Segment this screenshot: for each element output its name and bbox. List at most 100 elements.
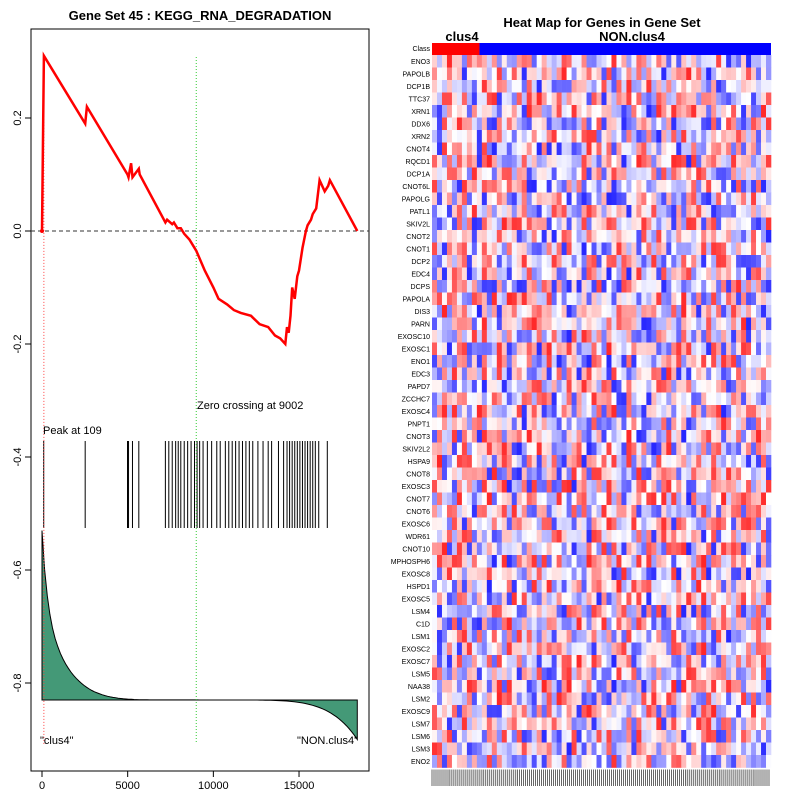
heatmap-cell	[501, 455, 508, 468]
heatmap-cell	[586, 605, 592, 618]
heatmap-cell	[491, 180, 498, 193]
peak-label: Peak at 109	[43, 425, 102, 437]
heatmap-cell	[606, 442, 612, 456]
heatmap-cell	[566, 405, 572, 418]
heatmap-cell	[496, 117, 503, 131]
heatmap-cell	[706, 267, 712, 281]
heatmap-cell	[451, 230, 458, 243]
heatmap-cell	[491, 642, 498, 656]
heatmap-cell	[476, 717, 483, 731]
heatmap-cell	[566, 730, 572, 743]
heatmap-cell	[766, 167, 772, 181]
heatmap-cell	[516, 430, 523, 443]
heatmap-cell	[456, 192, 463, 206]
heatmap-cell	[571, 267, 577, 281]
heatmap-cell	[691, 617, 697, 631]
heatmap-cell	[471, 630, 478, 643]
gene-label: ENO1	[411, 359, 430, 366]
heatmap-cell	[566, 455, 572, 468]
heatmap-cell	[671, 655, 677, 668]
heatmap-cell	[601, 517, 607, 531]
heatmap-cell	[751, 642, 757, 656]
heatmap-row	[432, 592, 772, 606]
heatmap-cell	[436, 55, 443, 68]
heatmap-cell	[451, 355, 458, 368]
heatmap-cell	[561, 255, 567, 268]
heatmap-cell	[446, 642, 453, 656]
heatmap-cell	[711, 192, 717, 206]
heatmap-cell	[561, 230, 567, 243]
heatmap-cell	[611, 242, 617, 256]
heatmap-cell	[616, 530, 622, 543]
heatmap-cell	[731, 667, 737, 681]
heatmap-cell	[726, 492, 732, 506]
heatmap-cell	[511, 467, 518, 481]
heatmap-cell	[741, 217, 747, 231]
heatmap-cell	[491, 742, 498, 756]
heatmap-cell	[496, 405, 503, 418]
heatmap-cell	[751, 605, 757, 618]
heatmap-cell	[756, 330, 762, 343]
heatmap-cell	[626, 405, 632, 418]
heatmap-cell	[746, 492, 752, 506]
heatmap-cell	[536, 142, 542, 156]
heatmap-cell	[581, 367, 587, 381]
heatmap-cell	[691, 630, 697, 643]
heatmap-cell	[621, 305, 627, 318]
heatmap-cell	[651, 280, 657, 293]
heatmap-cell	[556, 80, 562, 93]
heatmap-cell	[481, 530, 488, 543]
heatmap-cell	[551, 730, 557, 743]
heatmap-cell	[481, 405, 488, 418]
heatmap-cell	[691, 230, 697, 243]
heatmap-cell	[521, 205, 528, 218]
heatmap-cell	[666, 667, 672, 681]
heatmap-cell	[476, 167, 483, 181]
heatmap-cell	[741, 67, 747, 81]
heatmap-cell	[541, 467, 547, 481]
heatmap-row	[432, 680, 772, 693]
heatmap-cell	[576, 342, 582, 356]
heatmap-cell	[761, 305, 767, 318]
heatmap-cell	[521, 742, 528, 756]
heatmap-cell	[526, 430, 533, 443]
heatmap-cell	[686, 667, 692, 681]
heatmap-cell	[432, 180, 438, 193]
heatmap-cell	[446, 742, 453, 756]
heatmap-cell	[666, 155, 672, 168]
heatmap-cell	[526, 505, 533, 518]
heatmap-cell	[606, 467, 612, 481]
heatmap-cell	[432, 80, 438, 93]
heatmap-cell	[521, 430, 528, 443]
heatmap-cell	[456, 430, 463, 443]
heatmap-cell	[466, 67, 473, 81]
heatmap-cell	[701, 417, 707, 431]
heatmap-cell	[676, 517, 682, 531]
heatmap-cell	[526, 217, 533, 231]
heatmap-cell	[516, 280, 523, 293]
heatmap-cell	[666, 355, 672, 368]
heatmap-cell	[756, 180, 762, 193]
heatmap-cell	[566, 292, 572, 306]
heatmap-cell	[631, 642, 637, 656]
heatmap-cell	[761, 692, 767, 706]
gene-label: LSM2	[412, 696, 430, 703]
heatmap-cell	[441, 717, 448, 731]
heatmap-cell	[441, 617, 448, 631]
heatmap-cell	[551, 217, 557, 231]
heatmap-cell	[601, 317, 607, 331]
heatmap-cell	[501, 667, 508, 681]
heatmap-cell	[551, 617, 557, 631]
heatmap-cell	[432, 367, 438, 381]
heatmap-cell	[511, 192, 518, 206]
heatmap-cell	[681, 155, 687, 168]
heatmap-cell	[666, 517, 672, 531]
heatmap-cell	[571, 642, 577, 656]
heatmap-cell	[686, 92, 692, 106]
heatmap-cell	[432, 655, 438, 668]
heatmap-cell	[541, 130, 547, 143]
heatmap-cell	[571, 105, 577, 118]
heatmap-cell	[441, 542, 448, 556]
heatmap-cell	[466, 605, 473, 618]
heatmap-cell	[606, 292, 612, 306]
